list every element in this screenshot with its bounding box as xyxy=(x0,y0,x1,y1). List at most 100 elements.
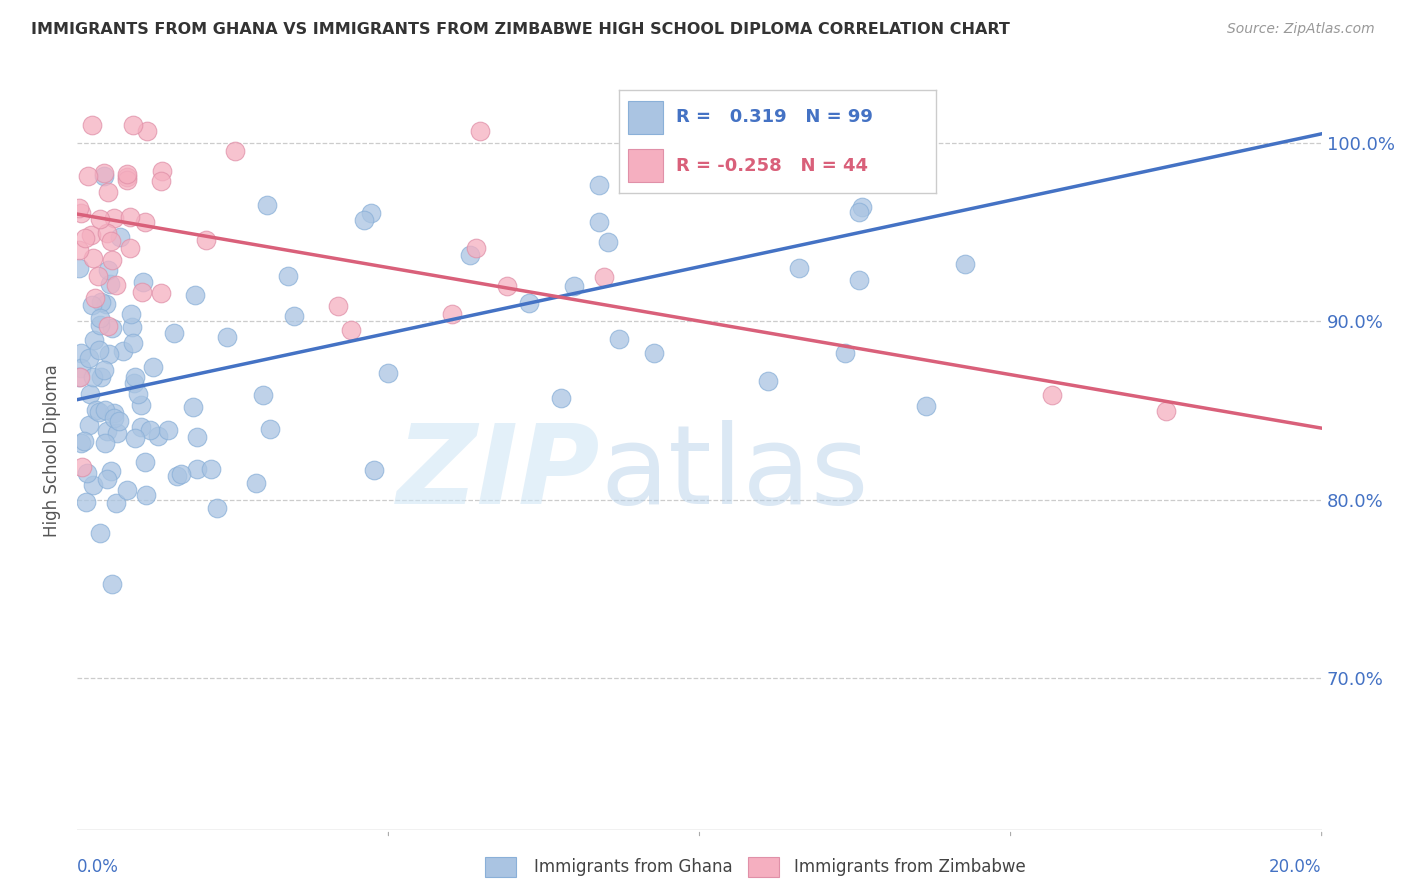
Point xyxy=(120,307,142,321)
Text: Immigrants from Zimbabwe: Immigrants from Zimbabwe xyxy=(794,858,1026,876)
Text: 0.0%: 0.0% xyxy=(77,858,120,876)
Point xyxy=(124,369,146,384)
Point xyxy=(67,370,90,384)
Point xyxy=(259,422,281,436)
Point xyxy=(139,423,162,437)
Point xyxy=(73,434,96,448)
Point xyxy=(124,431,146,445)
Point xyxy=(122,335,145,350)
Point xyxy=(70,346,93,360)
Point xyxy=(70,435,93,450)
Point xyxy=(517,296,540,310)
Point xyxy=(82,298,104,312)
Text: atlas: atlas xyxy=(600,420,869,526)
Point xyxy=(194,233,217,247)
Point xyxy=(121,320,143,334)
Point xyxy=(470,124,492,138)
Point xyxy=(131,285,153,300)
Point xyxy=(115,167,138,181)
Point xyxy=(122,376,145,390)
Point xyxy=(277,268,299,283)
Point xyxy=(224,144,246,158)
Point xyxy=(496,279,519,293)
Point xyxy=(108,414,131,428)
Point xyxy=(118,241,141,255)
Point xyxy=(103,211,125,225)
Point xyxy=(834,346,856,360)
Point xyxy=(90,294,112,309)
Point xyxy=(283,309,305,323)
Point xyxy=(170,467,193,482)
Point xyxy=(77,418,100,433)
Point xyxy=(186,461,208,475)
Point xyxy=(588,178,610,192)
Point xyxy=(550,391,572,405)
Point xyxy=(79,387,101,401)
Point xyxy=(96,472,118,486)
Point xyxy=(101,577,124,591)
Point xyxy=(789,260,811,275)
Point xyxy=(149,285,172,300)
Point xyxy=(441,307,464,321)
Point xyxy=(69,369,91,384)
Point xyxy=(166,468,188,483)
Point xyxy=(907,121,929,136)
Point xyxy=(205,501,228,516)
Text: IMMIGRANTS FROM GHANA VS IMMIGRANTS FROM ZIMBABWE HIGH SCHOOL DIPLOMA CORRELATIO: IMMIGRANTS FROM GHANA VS IMMIGRANTS FROM… xyxy=(31,22,1010,37)
Point xyxy=(89,311,111,326)
Point xyxy=(156,423,179,437)
Point xyxy=(101,321,124,335)
Point xyxy=(132,275,155,289)
Point xyxy=(96,424,118,438)
Point xyxy=(82,118,104,132)
Point xyxy=(118,210,141,224)
Point xyxy=(607,332,630,346)
Point xyxy=(97,347,120,361)
Point xyxy=(851,200,873,214)
Point xyxy=(596,235,619,249)
Point xyxy=(98,277,121,291)
Point xyxy=(76,466,98,480)
Point xyxy=(134,455,156,469)
Point xyxy=(200,462,222,476)
Point xyxy=(360,206,382,220)
Point xyxy=(135,487,157,501)
Point xyxy=(77,169,100,184)
Point xyxy=(256,198,278,212)
Point xyxy=(363,463,385,477)
Point xyxy=(104,496,127,510)
Point xyxy=(69,361,91,376)
Point xyxy=(562,278,585,293)
Point xyxy=(105,277,128,292)
Point xyxy=(101,253,124,268)
Point xyxy=(131,419,153,434)
Point xyxy=(89,211,111,226)
Point xyxy=(103,406,125,420)
Point xyxy=(84,403,107,417)
Point xyxy=(148,429,170,443)
Point xyxy=(97,185,120,199)
Point xyxy=(70,206,93,220)
Point xyxy=(127,387,149,401)
Point xyxy=(340,322,363,336)
Point xyxy=(136,124,159,138)
Point xyxy=(181,400,204,414)
Point xyxy=(848,205,870,219)
Text: 20.0%: 20.0% xyxy=(1270,858,1322,876)
Point xyxy=(100,464,122,478)
Point xyxy=(96,226,118,240)
Point xyxy=(97,263,120,277)
Point xyxy=(150,174,173,188)
Point xyxy=(184,287,207,301)
Point xyxy=(67,261,90,276)
Point xyxy=(89,343,111,358)
Point xyxy=(115,169,138,184)
Point xyxy=(215,330,238,344)
Point xyxy=(80,228,103,243)
Point xyxy=(460,247,482,261)
Point xyxy=(115,173,138,187)
Text: Immigrants from Ghana: Immigrants from Ghana xyxy=(534,858,733,876)
Point xyxy=(100,234,122,248)
Point xyxy=(70,459,93,474)
Point xyxy=(252,388,274,402)
